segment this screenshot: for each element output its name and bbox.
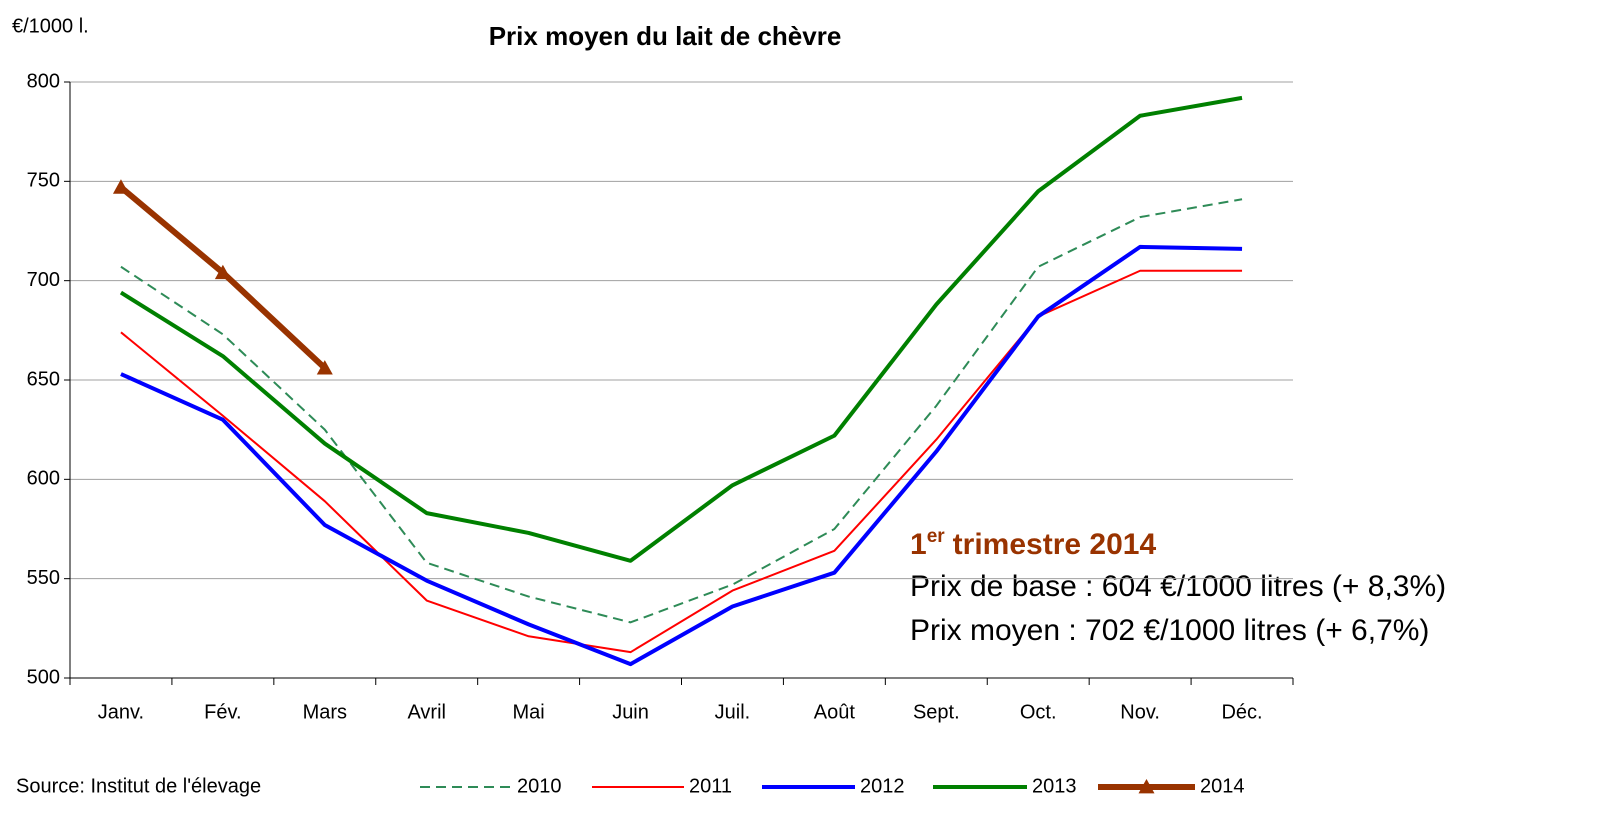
x-tick-label: Fév. [204,701,241,723]
y-tick-label: 800 [27,70,60,92]
heading-sup: er [927,526,946,547]
point-marker [112,179,129,194]
source: Source: Institut de l'élevage [16,775,261,797]
chart-title: Prix moyen du lait de chèvre [489,21,842,51]
annotation-line: Prix de base : 604 €/1000 litres (+ 8,3%… [910,570,1446,603]
legend-label: 2013 [1032,775,1077,797]
series-line [120,198,1243,624]
y-tick-label: 500 [27,666,60,688]
y-tick-label: 700 [27,269,60,291]
series-line [120,244,1243,667]
series-line [119,95,1243,563]
y-axis-label: €/1000 l. [12,15,89,37]
x-tick-label: Janv. [98,701,144,723]
x-tick-label: Déc. [1221,701,1262,723]
legend-label: 2012 [860,775,905,797]
y-tick-label: 550 [27,567,60,589]
x-tick-label: Mars [303,701,347,723]
point-marker [316,360,333,375]
x-tick-label: Mai [513,701,545,723]
legend-label: 2010 [517,775,562,797]
legend-marker [1138,779,1155,794]
y-tick-label: 750 [27,170,60,192]
legend-label: 2014 [1200,775,1245,797]
x-tick-label: Nov. [1120,701,1160,723]
series-line [120,269,1243,654]
x-tick-label: Août [814,701,856,723]
x-tick-label: Avril [407,701,446,723]
heading-rest: trimestre 2014 [953,528,1157,561]
x-tick-label: Sept. [913,701,960,723]
x-tick-label: Oct. [1020,701,1057,723]
x-tick-label: Juil. [715,701,751,723]
point-marker [214,264,231,280]
legend-label: 2011 [689,775,732,797]
annotation-line: Prix moyen : 702 €/1000 litres (+ 6,7%) [910,614,1429,647]
x-tick-label: Juin [612,701,649,723]
y-tick-label: 650 [27,368,60,390]
y-tick-label: 600 [27,468,60,490]
heading-number: 1 [910,528,927,561]
annotation-heading: 1er trimestre 2014 [910,526,1156,561]
